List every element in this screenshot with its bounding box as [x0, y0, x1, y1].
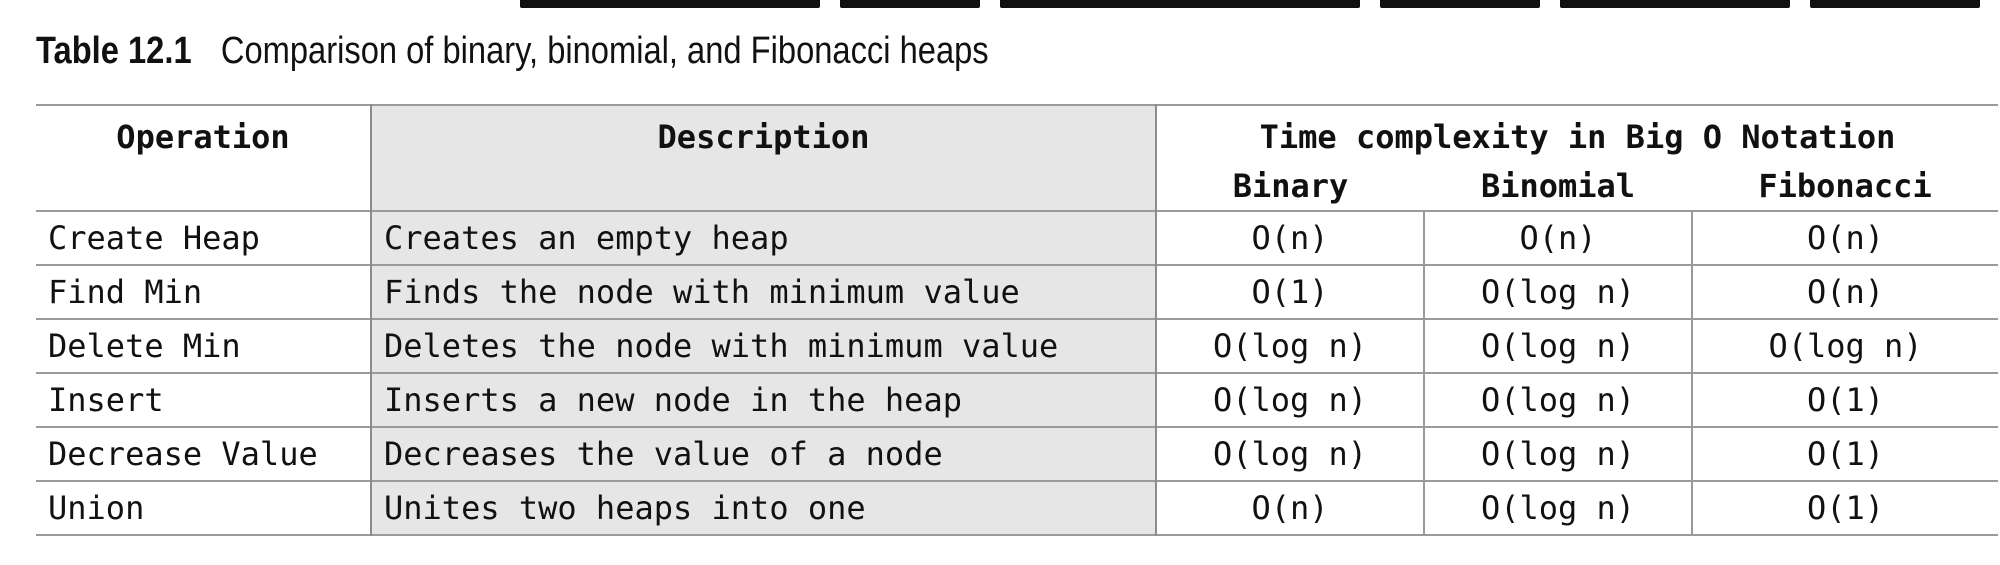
fibonacci-header: Fibonacci — [1758, 167, 1932, 205]
operation-cell: Insert — [48, 381, 164, 419]
description-cell: Decreases the value of a node — [370, 427, 1157, 481]
binary-cell: O(log n) — [1156, 427, 1425, 481]
binary-cell: O(1) — [1156, 265, 1425, 319]
fibonacci-cell: O(1) — [1806, 435, 1885, 473]
description-cell: Deletes the node with minimum value — [370, 319, 1157, 373]
binomial-cell: O(log n) — [1424, 481, 1693, 535]
binary-cell: O(n) — [1156, 481, 1425, 535]
binary-cell: O(log n) — [1156, 373, 1425, 427]
description-cell: Inserts a new node in the heap — [370, 373, 1157, 427]
fibonacci-cell: O(1) — [1806, 381, 1885, 419]
fibonacci-cell: O(n) — [1806, 273, 1885, 311]
table-number: Table 12.1 — [36, 30, 192, 72]
binomial-header: Binomial — [1480, 167, 1636, 205]
table-row: Decrease Value Decreases the value of a … — [36, 427, 1999, 481]
binary-cell: O(n) — [1156, 211, 1425, 265]
operation-cell: Delete Min — [48, 327, 241, 365]
description-cell: Unites two heaps into one — [370, 481, 1157, 535]
header-row: Operation Description Time complexity in… — [36, 105, 1999, 211]
previous-text-line-fragment — [0, 0, 2000, 10]
description-cell: Creates an empty heap — [370, 211, 1157, 265]
binomial-cell: O(log n) — [1424, 373, 1693, 427]
operation-cell: Find Min — [48, 273, 203, 311]
table-row: Delete Min Deletes the node with minimum… — [36, 319, 1999, 373]
table-row: Union Unites two heaps into one O(n) O(l… — [36, 481, 1999, 535]
description-cell: Finds the node with minimum value — [370, 265, 1157, 319]
fibonacci-cell: O(n) — [1806, 219, 1885, 257]
binomial-cell: O(log n) — [1424, 319, 1693, 373]
table-row: Insert Inserts a new node in the heap O(… — [36, 373, 1999, 427]
binomial-cell: O(n) — [1424, 211, 1693, 265]
binomial-cell: O(log n) — [1424, 427, 1693, 481]
operation-header: Operation — [116, 118, 290, 156]
binary-cell: O(log n) — [1156, 319, 1425, 373]
table-row: Create Heap Creates an empty heap O(n) O… — [36, 211, 1999, 265]
fibonacci-cell: O(log n) — [1768, 327, 1923, 365]
operation-cell: Union — [48, 489, 145, 527]
fibonacci-cell: O(1) — [1806, 489, 1885, 527]
operation-cell: Decrease Value — [48, 435, 318, 473]
operation-cell: Create Heap — [48, 219, 260, 257]
table-row: Find Min Finds the node with minimum val… — [36, 265, 1999, 319]
binary-header: Binary — [1232, 167, 1349, 205]
heap-comparison-table: Operation Description Time complexity in… — [36, 104, 1999, 536]
time-complexity-header: Time complexity in Big O Notation — [1259, 118, 1896, 156]
description-header: Description — [370, 105, 1157, 211]
binomial-cell: O(log n) — [1424, 265, 1693, 319]
table-title: Comparison of binary, binomial, and Fibo… — [220, 30, 989, 72]
table-caption: Table 12.1 Comparison of binary, binomial… — [36, 30, 989, 73]
